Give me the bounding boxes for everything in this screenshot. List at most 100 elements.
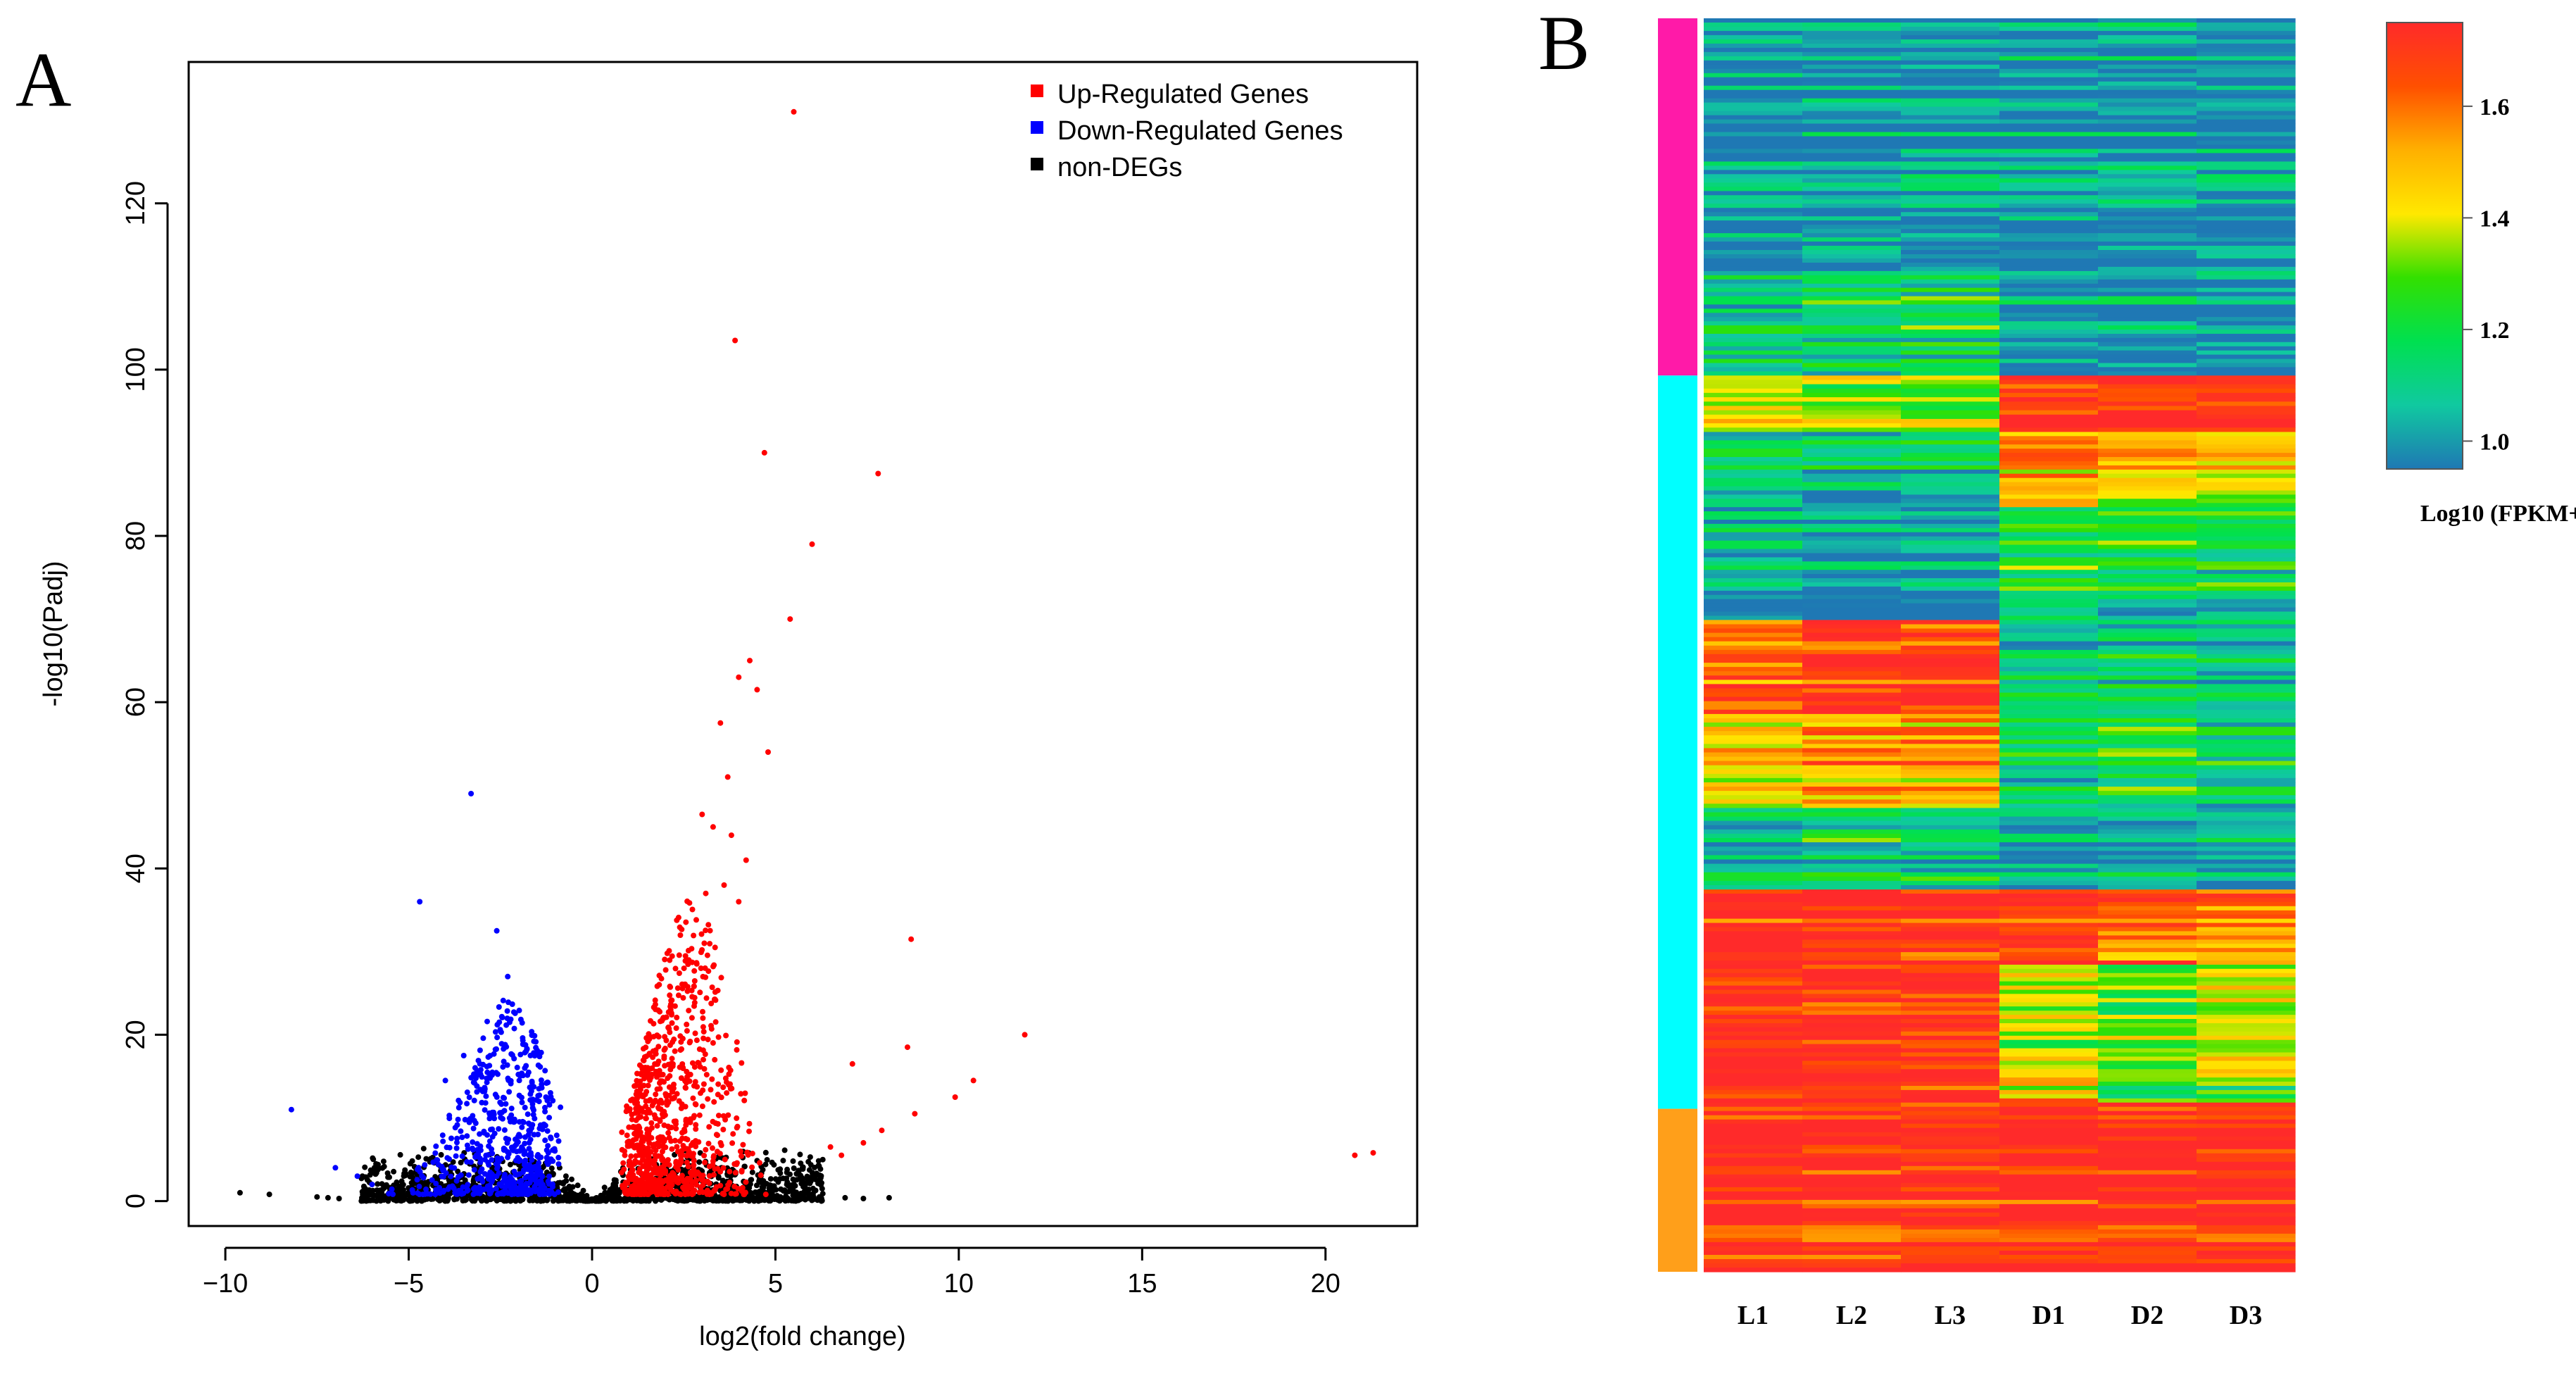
data-point xyxy=(713,1184,720,1190)
heatmap-cell xyxy=(2098,594,2197,600)
heatmap-cell xyxy=(2098,465,2197,470)
data-point xyxy=(517,1051,524,1058)
heatmap-cell xyxy=(1704,1123,1803,1129)
heatmap-cell xyxy=(1802,1182,1902,1188)
column-label: L2 xyxy=(1836,1301,1867,1330)
data-point xyxy=(550,1184,555,1190)
heatmap-cell xyxy=(1704,1268,1803,1272)
data-point xyxy=(662,956,668,963)
data-point xyxy=(443,1170,449,1176)
heatmap-cell xyxy=(1704,220,1803,225)
heatmap-cell xyxy=(2098,237,2197,242)
heatmap-cell xyxy=(2098,994,2197,999)
heatmap-cell xyxy=(1802,68,1902,74)
data-point xyxy=(777,1166,784,1172)
data-point xyxy=(455,1168,461,1175)
heatmap-cell xyxy=(1802,77,1902,82)
heatmap-cell xyxy=(2197,503,2296,508)
colorbar-ticks: 1.01.21.41.6 xyxy=(2463,94,2510,455)
data-point xyxy=(740,1196,746,1203)
data-point xyxy=(527,1084,533,1091)
heatmap-cell xyxy=(1901,270,2000,276)
heatmap-cell xyxy=(1802,1111,1902,1116)
heatmap-cell xyxy=(1704,106,1803,112)
data-point xyxy=(640,1094,646,1100)
data-point xyxy=(749,1169,755,1175)
heatmap-cell xyxy=(1901,611,2000,616)
heatmap-cell xyxy=(2098,153,2197,158)
data-point xyxy=(478,1195,484,1201)
heatmap-cell xyxy=(2197,1195,2296,1201)
heatmap-cell xyxy=(2197,846,2296,851)
data-point xyxy=(414,1177,420,1183)
heatmap-cell xyxy=(2098,649,2197,655)
heatmap-cell xyxy=(1999,765,2099,770)
heatmap-cell xyxy=(2197,816,2296,822)
heatmap-cell xyxy=(1704,1052,1803,1057)
data-point xyxy=(743,1179,749,1185)
heatmap-cell xyxy=(2098,406,2197,411)
heatmap-cell xyxy=(2098,388,2197,394)
heatmap-cell xyxy=(1999,1251,2099,1256)
heatmap-cell xyxy=(1901,709,2000,715)
data-point xyxy=(477,1147,484,1153)
heatmap-cell xyxy=(1901,444,2000,449)
data-point xyxy=(688,1153,694,1159)
heatmap-cell xyxy=(2197,739,2296,744)
data-point xyxy=(525,1069,532,1075)
heatmap-cell xyxy=(1704,816,1803,822)
data-point xyxy=(652,1196,658,1203)
data-point xyxy=(643,1089,650,1095)
heatmap-cell xyxy=(1802,777,1902,783)
data-point xyxy=(690,1095,696,1101)
heatmap-cell xyxy=(2197,578,2296,583)
heatmap-cell xyxy=(1999,713,2099,719)
heatmap-cell xyxy=(2197,574,2296,579)
data-point xyxy=(699,1103,705,1109)
heatmap-cell xyxy=(1901,1015,2000,1020)
data-point xyxy=(875,470,881,477)
heatmap-cell xyxy=(2197,330,2296,334)
heatmap-cell xyxy=(1802,570,1902,575)
data-point xyxy=(519,1070,525,1077)
heatmap-cell xyxy=(1704,557,1803,562)
data-point xyxy=(647,1158,653,1164)
heatmap-cell xyxy=(1704,628,1803,634)
data-point xyxy=(711,962,717,968)
heatmap-cell xyxy=(2197,1086,2296,1091)
data-point xyxy=(689,946,695,952)
heatmap-cell xyxy=(2197,632,2296,638)
data-point xyxy=(715,1034,722,1040)
heatmap-cell xyxy=(2098,765,2197,770)
data-point xyxy=(477,1061,483,1067)
data-point xyxy=(477,1169,484,1175)
heatmap-cell xyxy=(1802,599,1902,604)
data-point xyxy=(671,1118,677,1125)
data-point xyxy=(734,1046,740,1053)
data-point xyxy=(511,1168,517,1175)
data-point xyxy=(738,1091,744,1097)
heatmap-cell xyxy=(2098,671,2197,676)
heatmap-cell xyxy=(2197,266,2296,272)
heatmap-cell xyxy=(1704,1115,1803,1120)
heatmap-cell xyxy=(2197,684,2296,689)
heatmap-cell xyxy=(1901,263,2000,268)
heatmap-cell xyxy=(2098,35,2197,40)
heatmap-cell xyxy=(2197,777,2296,783)
heatmap-cell xyxy=(1704,449,1803,454)
heatmap-cell xyxy=(1999,680,2099,685)
heatmap-cell xyxy=(1704,507,1803,512)
heatmap-cell xyxy=(2098,705,2197,711)
data-point xyxy=(658,1097,664,1103)
heatmap-cell xyxy=(1901,1002,2000,1007)
heatmap-cell xyxy=(2197,1073,2296,1078)
heatmap-cell xyxy=(1901,1199,2000,1205)
data-point xyxy=(693,1138,699,1144)
heatmap-cell xyxy=(2197,321,2296,326)
heatmap-cell xyxy=(2197,842,2296,847)
heatmap-cell xyxy=(2197,1002,2296,1007)
data-point xyxy=(700,1196,706,1202)
data-point xyxy=(460,1198,466,1203)
heatmap-cell xyxy=(1999,39,2099,44)
data-point xyxy=(679,1135,686,1142)
